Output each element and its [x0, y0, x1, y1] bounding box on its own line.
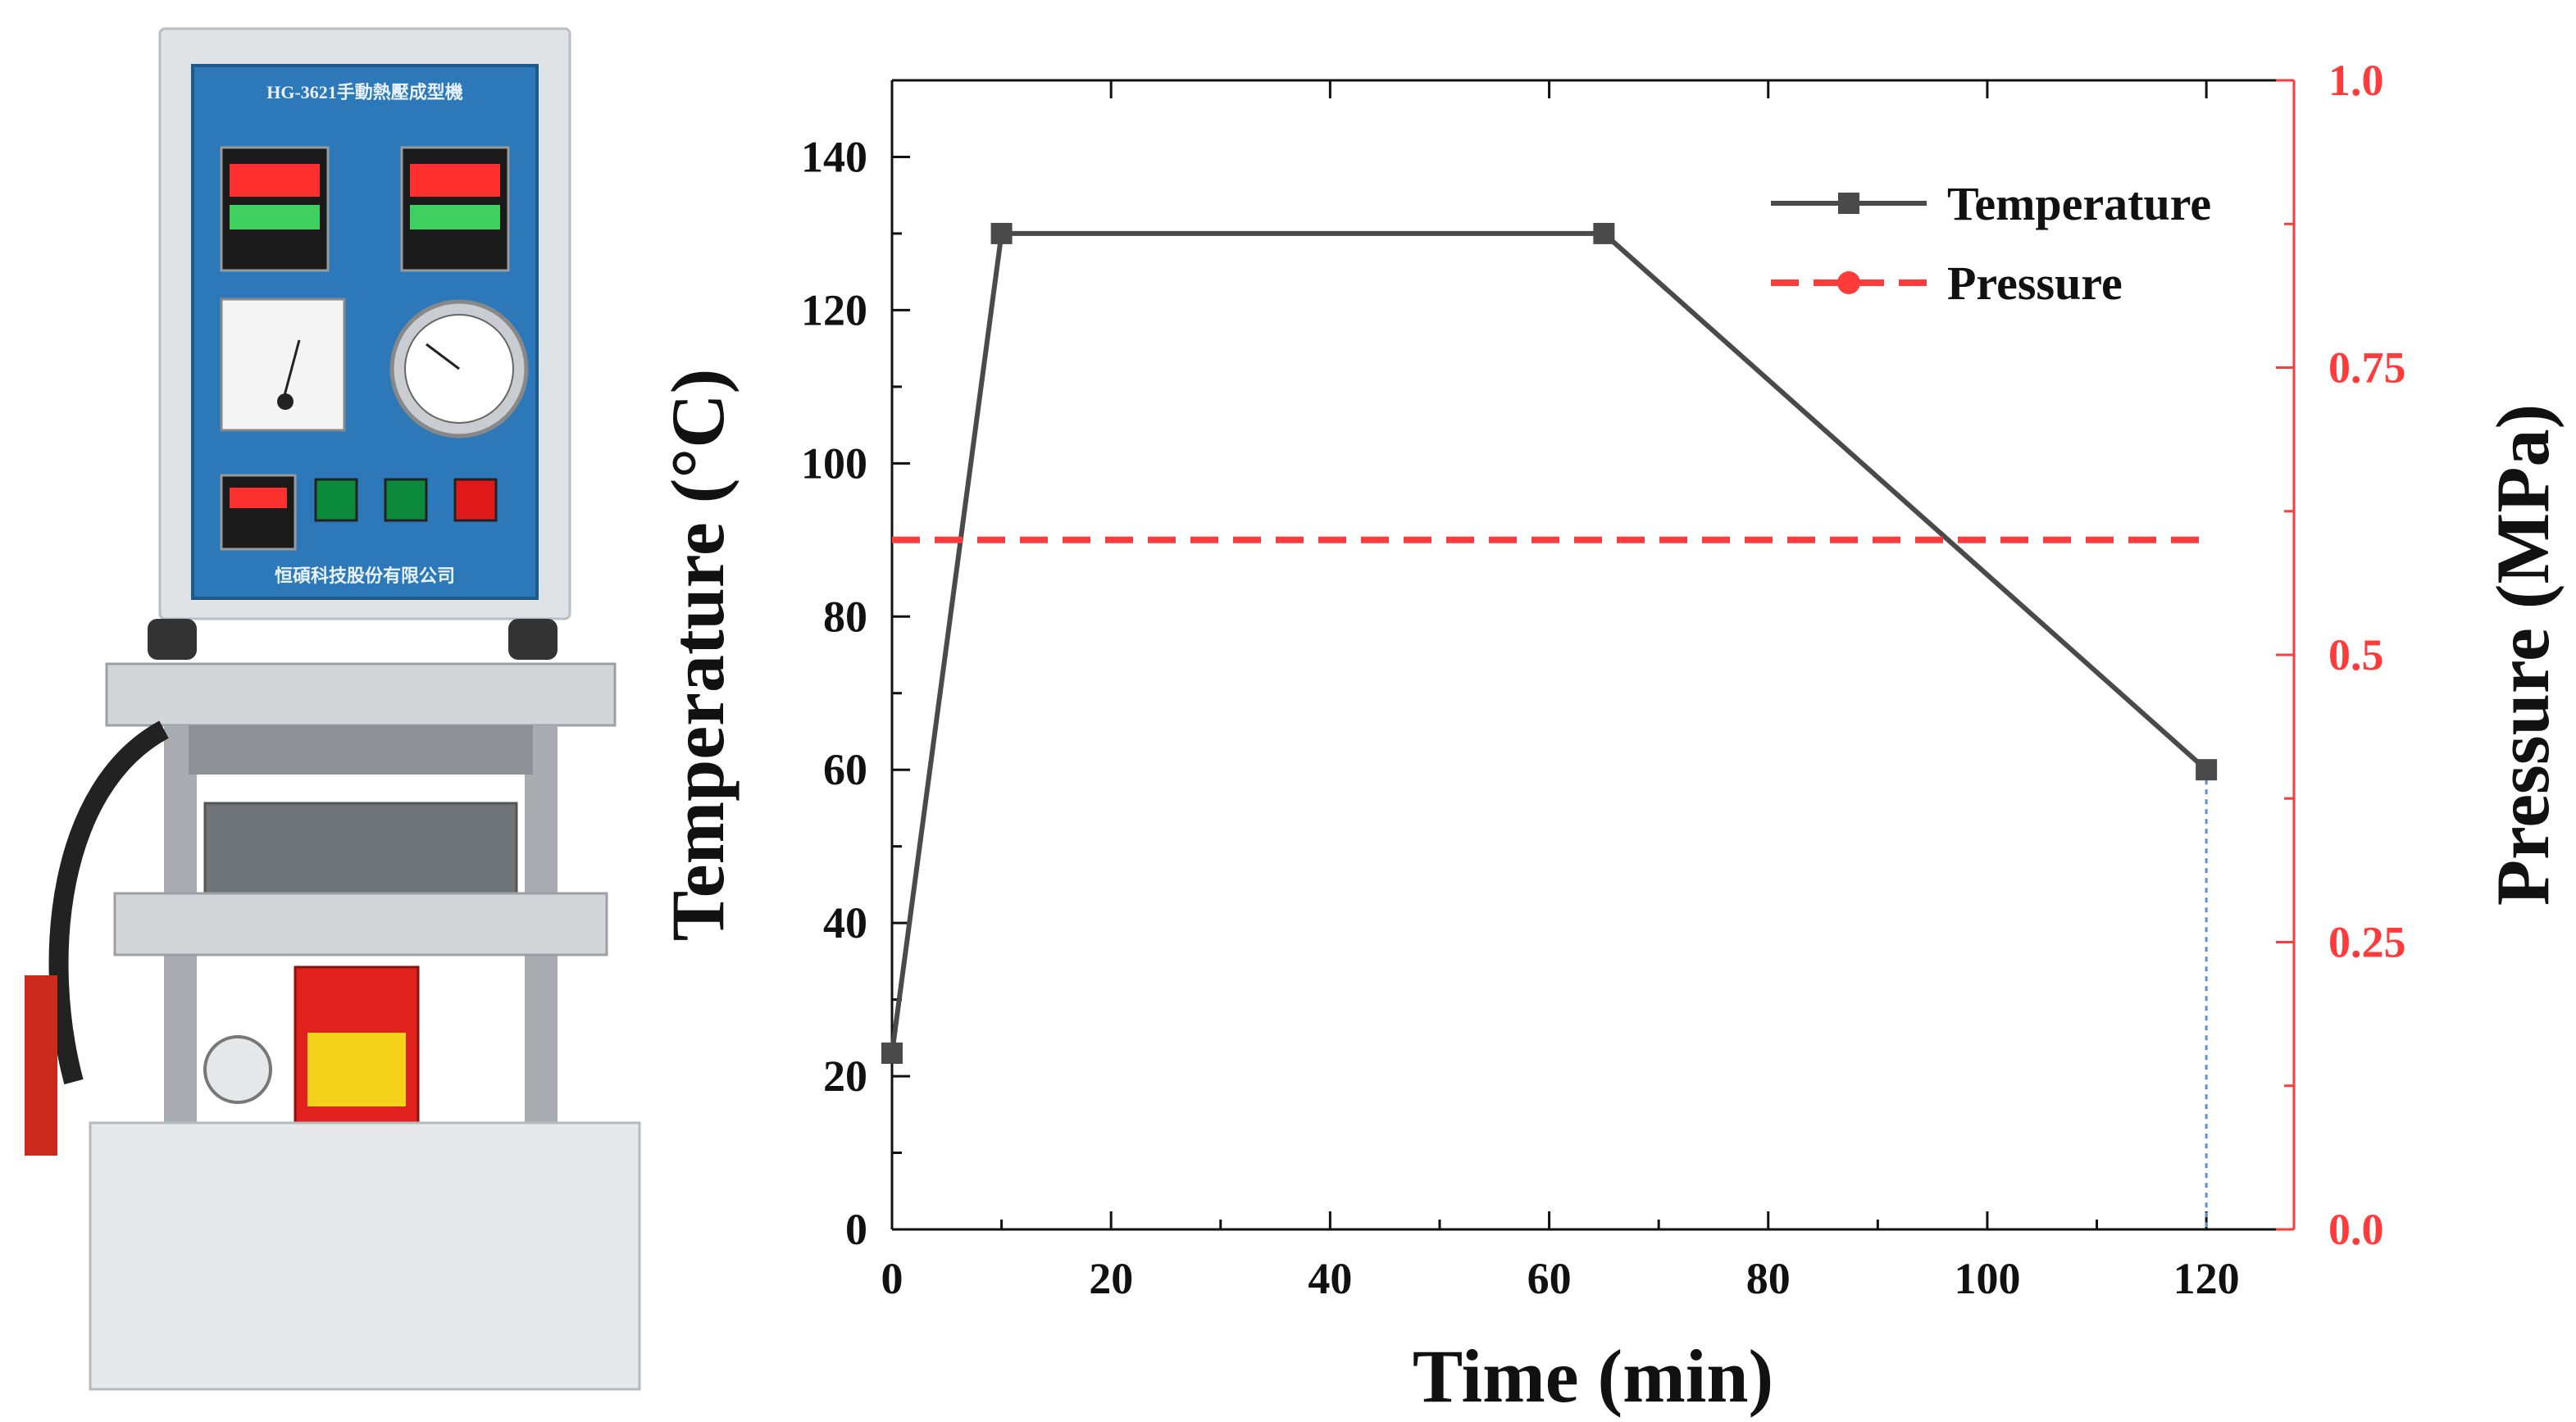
y-tick-label: 0	[845, 1205, 867, 1254]
machine-company-label: 恒碩科技股份有限公司	[275, 566, 455, 586]
x-tick-label: 20	[1089, 1254, 1133, 1303]
hot-press-machine-photo: HG-3621手動熱壓成型機 恒碩科技股份有限公司	[25, 27, 641, 1391]
temperature-point	[2196, 759, 2218, 781]
y2-tick-label: 0.5	[2328, 630, 2384, 679]
chart-marks	[881, 222, 2218, 1229]
chart-labels: 0 20 40 60 80 100 120 0 20 40 60 80 100 120 140 0.0 0.25…	[656, 56, 2565, 1418]
machine-panel-label: HG-3621手動熱壓成型機	[266, 82, 463, 102]
x-tick-label: 100	[1954, 1254, 2020, 1303]
y-tick-label: 20	[823, 1052, 867, 1101]
y2-axis-title: Pressure (MPa)	[2481, 404, 2565, 906]
chart-legend: Temperature Pressure	[1771, 177, 2211, 310]
y-tick-label: 120	[801, 285, 867, 334]
x-tick-label: 0	[881, 1254, 903, 1303]
y2-tick-label: 0.25	[2328, 918, 2406, 967]
legend-pressure-label: Pressure	[1947, 257, 2123, 310]
temperature-point	[881, 1043, 903, 1065]
x-axis-title: Time (min)	[1413, 1334, 1773, 1418]
y-tick-label: 60	[823, 745, 867, 794]
x-tick-label: 80	[1746, 1254, 1791, 1303]
temperature-point	[990, 222, 1013, 244]
legend-temperature-marker	[1838, 193, 1859, 214]
y-tick-label: 100	[801, 438, 867, 488]
x-tick-label: 60	[1527, 1254, 1572, 1303]
y-axis-title: Temperature (°C)	[656, 369, 740, 942]
y-tick-label: 80	[823, 592, 867, 641]
x-tick-label: 120	[2173, 1254, 2240, 1303]
legend-temperature-label: Temperature	[1947, 177, 2211, 230]
y-tick-label: 40	[823, 898, 867, 947]
chart-axes	[890, 79, 2296, 1231]
y2-tick-label: 1.0	[2328, 56, 2384, 105]
x-tick-label: 40	[1308, 1254, 1352, 1303]
temperature-point	[1593, 222, 1615, 244]
legend-pressure-marker	[1837, 271, 1860, 294]
y-tick-label: 140	[801, 132, 867, 181]
y2-tick-label: 0.0	[2328, 1205, 2384, 1254]
y2-tick-label: 0.75	[2328, 343, 2406, 393]
temperature-series-line	[890, 230, 2209, 1054]
